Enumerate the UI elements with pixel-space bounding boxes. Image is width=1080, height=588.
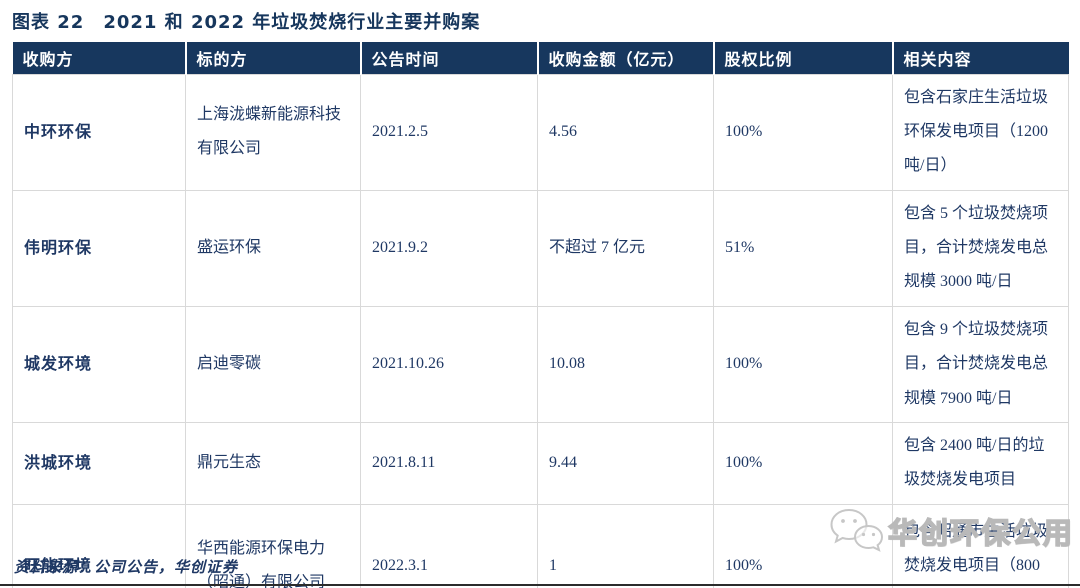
date-cell: 2021.10.26 bbox=[360, 305, 538, 424]
table-row: 伟明环保 盛运环保 2021.9.2 不超过 7 亿元 51% 包含 5 个垃圾… bbox=[12, 189, 1069, 307]
equity-cell: 100% bbox=[713, 73, 893, 191]
date-cell: 2021.2.5 bbox=[360, 73, 538, 191]
acquirer-cell: 城发环境 bbox=[12, 305, 186, 424]
equity-cell: 100% bbox=[713, 305, 893, 424]
column-header-amount: 收购金额（亿元） bbox=[536, 42, 714, 74]
acquirer-cell: 洪城环境 bbox=[12, 422, 186, 505]
column-header-details: 相关内容 bbox=[891, 42, 1069, 74]
source-note: 资料来源：公司公告，华创证券 bbox=[14, 560, 239, 576]
target-cell: 盛运环保 bbox=[185, 189, 361, 307]
date-cell: 2022.3.1 bbox=[360, 503, 538, 588]
column-header-announce-date: 公告时间 bbox=[359, 42, 538, 74]
equity-cell: 100% bbox=[713, 422, 893, 505]
date-cell: 2021.8.11 bbox=[360, 422, 538, 505]
figure-title: 图表 22 2021 和 2022 年垃圾焚烧行业主要并购案 bbox=[12, 12, 481, 33]
table-row: 洪城环境 鼎元生态 2021.8.11 9.44 100% 包含 2400 吨/… bbox=[12, 422, 1069, 505]
acquirer-cell: 中环环保 bbox=[12, 73, 186, 191]
acquirer-cell: 旺能环境 bbox=[12, 503, 186, 588]
detail-cell: 包含 9 个垃圾焚烧项目，合计焚烧发电总规模 7900 吨/日 bbox=[892, 305, 1069, 424]
target-cell: 启迪零碳 bbox=[185, 305, 361, 424]
detail-cell: 包含 2400 吨/日的垃圾焚烧发电项目 bbox=[892, 422, 1069, 505]
equity-cell: 51% bbox=[713, 189, 893, 307]
bottom-rule bbox=[0, 584, 1080, 586]
amount-cell: 不超过 7 亿元 bbox=[537, 189, 714, 307]
target-cell: 上海泷蝶新能源科技有限公司 bbox=[185, 73, 361, 191]
column-header-target: 标的方 bbox=[184, 42, 361, 74]
amount-cell: 10.08 bbox=[537, 305, 714, 424]
equity-cell: 100% bbox=[713, 503, 893, 588]
detail-cell: 包含 5 个垃圾焚烧项目，合计焚烧发电总规模 3000 吨/日 bbox=[892, 189, 1069, 307]
acquirer-cell: 伟明环保 bbox=[12, 189, 186, 307]
detail-cell: 包含昭通市生活垃圾焚烧发电项目（800 吨/日） bbox=[892, 503, 1069, 588]
date-cell: 2021.9.2 bbox=[360, 189, 538, 307]
amount-cell: 4.56 bbox=[537, 73, 714, 191]
header-row: 收购方 标的方 公告时间 收购金额（亿元） 股权比例 相关内容 bbox=[12, 42, 1069, 74]
table-row: 中环环保 上海泷蝶新能源科技有限公司 2021.2.5 4.56 100% 包含… bbox=[12, 73, 1069, 191]
target-cell: 鼎元生态 bbox=[185, 422, 361, 505]
amount-cell: 1 bbox=[537, 503, 714, 588]
table-row: 城发环境 启迪零碳 2021.10.26 10.08 100% 包含 9 个垃圾… bbox=[12, 305, 1069, 424]
mna-table: 收购方 标的方 公告时间 收购金额（亿元） 股权比例 相关内容 中环环保 上海泷… bbox=[12, 42, 1069, 588]
detail-cell: 包含石家庄生活垃圾环保发电项目（1200 吨/日） bbox=[892, 73, 1069, 191]
amount-cell: 9.44 bbox=[537, 422, 714, 505]
column-header-acquirer: 收购方 bbox=[12, 42, 186, 74]
column-header-equity-ratio: 股权比例 bbox=[712, 42, 893, 74]
